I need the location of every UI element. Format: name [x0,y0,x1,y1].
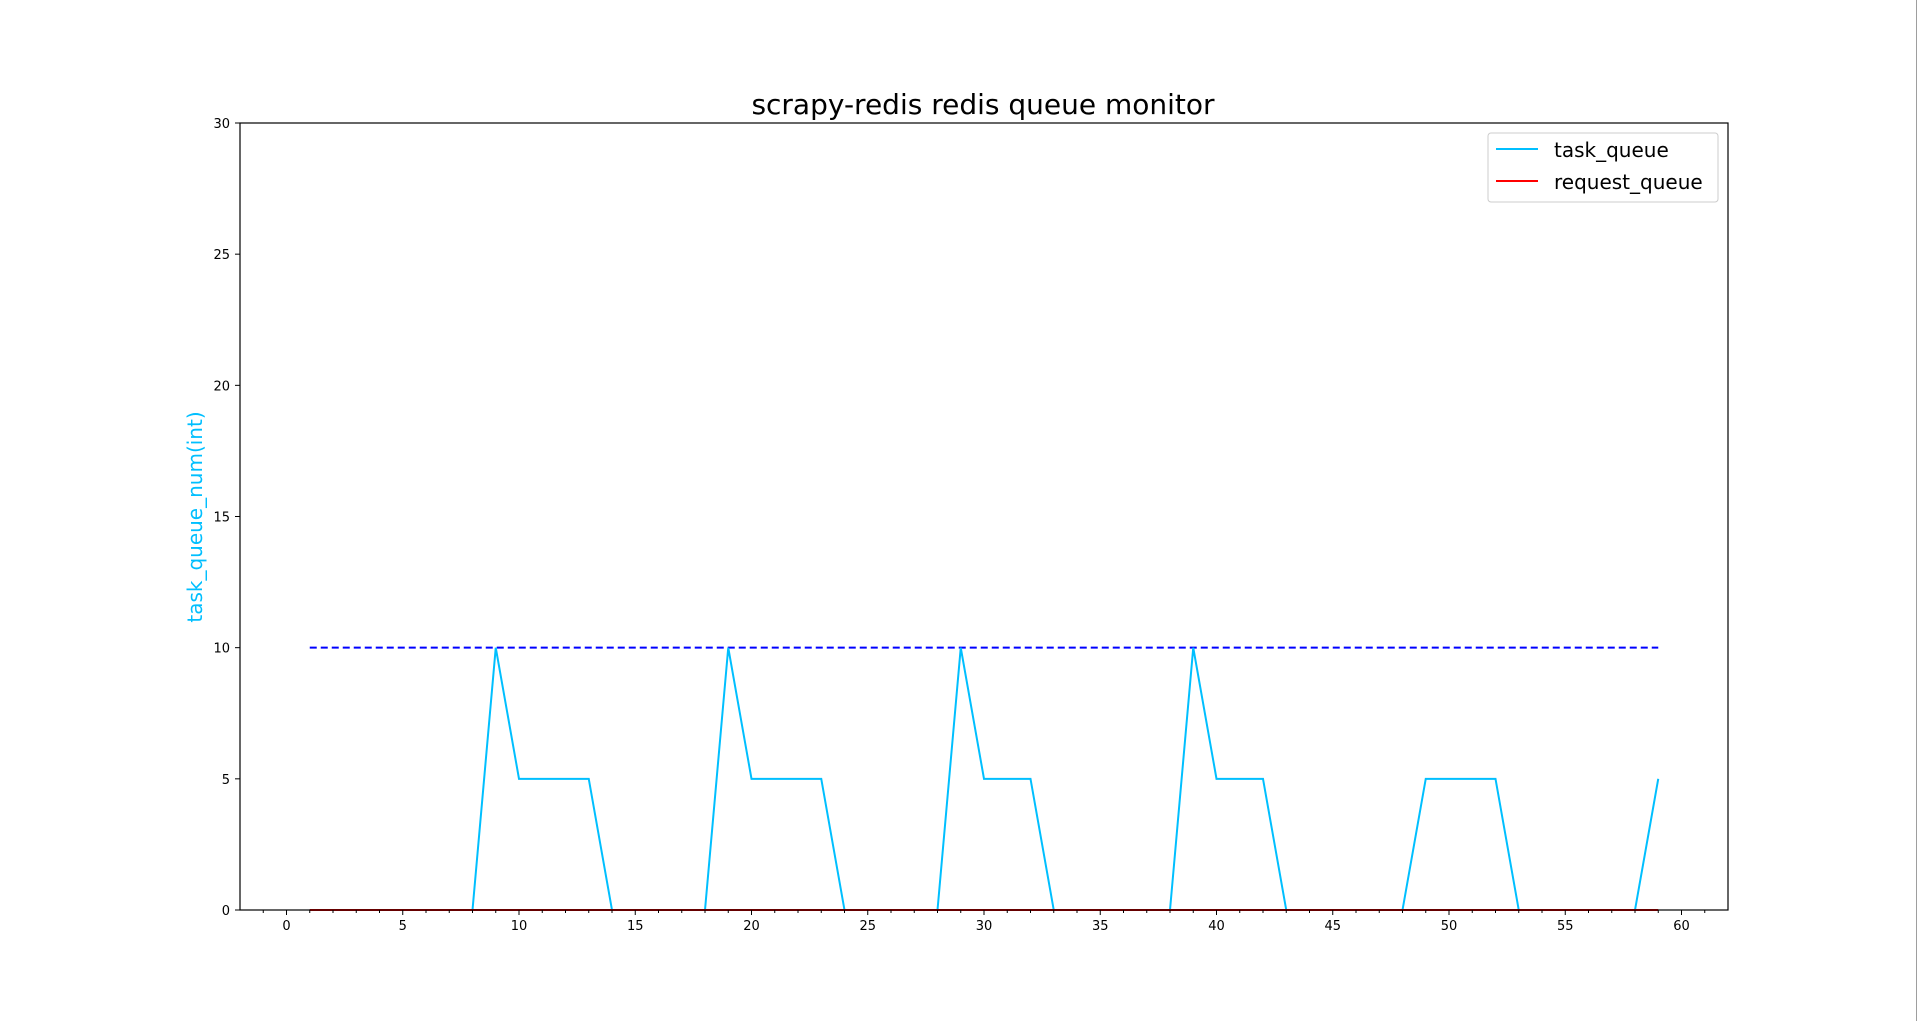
y-tick-label: 20 [213,379,230,394]
x-tick-label: 0 [282,919,290,934]
x-tick-label: 35 [1092,919,1109,934]
y-tick-label: 10 [213,642,230,657]
legend-label-request-queue: request_queue [1554,170,1703,194]
legend: task_queue request_queue [1487,132,1719,203]
x-tick-label: 5 [399,919,407,934]
x-tick-label: 50 [1441,919,1458,934]
x-tick-label: 20 [743,919,760,934]
series-line-task-queue [309,647,1660,911]
y-axis-label: task_queue_num(int) [183,411,207,622]
x-tick-label: 55 [1557,919,1574,934]
x-tick-label: 40 [1208,919,1225,934]
x-tick-label: 45 [1324,919,1341,934]
x-tick-label: 10 [511,919,528,934]
legend-box [1487,132,1719,203]
x-axis: 0 5 10 15 20 25 30 35 40 45 50 55 60 [262,910,1706,934]
x-tick-label: 15 [627,919,644,934]
x-tick-label: 60 [1673,919,1690,934]
y-tick-label: 5 [222,773,230,788]
y-tick-label: 15 [213,511,230,526]
legend-label-task-queue: task_queue [1554,138,1669,162]
y-tick-label: 30 [213,117,230,132]
plot-frame [239,122,1729,911]
plot-area [309,646,1660,911]
y-axis: 0 5 10 15 20 25 30 [213,117,240,919]
y-tick-label: 25 [213,248,230,263]
chart-title: scrapy-redis redis queue monitor [751,88,1215,121]
x-tick-label: 30 [976,919,993,934]
window-right-edge [1916,0,1917,1021]
x-tick-label: 25 [859,919,876,934]
y-tick-label: 0 [222,904,230,919]
